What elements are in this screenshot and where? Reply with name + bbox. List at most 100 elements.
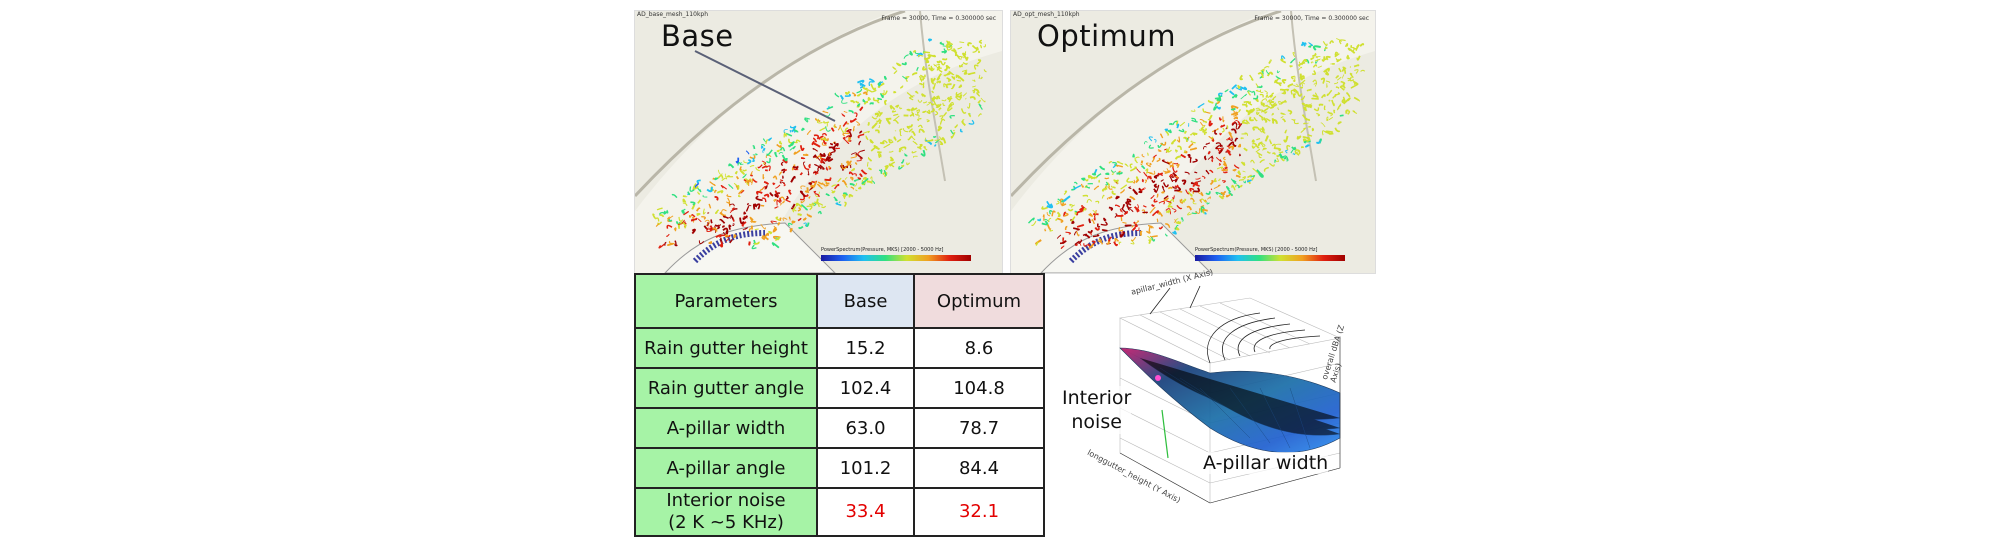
vortex-streak (1065, 231, 1072, 235)
vortex-streak (754, 241, 760, 245)
table-row-noise: Interior noise (2 K ~5 KHz) 33.4 32.1 (634, 487, 1045, 537)
vortex-streak (755, 195, 763, 202)
vortex-streak (1169, 164, 1175, 168)
table-header-row: Parameters Base Optimum (634, 273, 1045, 329)
vortex-streak (835, 202, 842, 206)
vortex-streak (1284, 129, 1288, 134)
vortex-streak (912, 155, 918, 158)
vortex-streak (859, 149, 866, 153)
vortex-streak (899, 106, 903, 110)
vortex-streak (788, 141, 795, 148)
vortex-streak (849, 100, 856, 104)
vortex-streak (1177, 145, 1182, 150)
vortex-streak (755, 203, 761, 210)
vortex-streak (936, 80, 941, 84)
vortex-streak (1256, 126, 1263, 133)
vortex-streak (777, 200, 782, 204)
vortex-streak (976, 92, 981, 97)
vortex-streak (1214, 102, 1217, 107)
vortex-streak (1055, 218, 1059, 222)
vortex-streak (717, 174, 724, 179)
vortex-streak (1235, 94, 1238, 98)
vortex-streak (745, 150, 750, 155)
vortex-streak (750, 220, 753, 224)
vortex-streak (776, 199, 779, 206)
vortex-streak (1171, 138, 1177, 145)
vortex-streak (1307, 125, 1311, 128)
vortex-streak (1299, 86, 1304, 89)
vortex-streak (1056, 234, 1062, 239)
vortex-streak (830, 142, 834, 146)
vortex-streak (848, 131, 852, 138)
vortex-streak (1163, 195, 1169, 200)
vortex-streak (818, 135, 824, 140)
vortex-streak (954, 124, 958, 129)
vortex-streak (752, 153, 758, 156)
colorbar (821, 255, 971, 261)
vortex-streak (1091, 172, 1097, 176)
vortex-streak (1094, 226, 1101, 231)
vortex-streak (843, 201, 847, 207)
vortex-streak (1042, 214, 1045, 221)
vortex-streak (708, 225, 713, 231)
vortex-streak (808, 163, 812, 169)
vortex-streak (833, 141, 839, 145)
vortex-streak (1283, 135, 1289, 143)
vortex-streak (1241, 119, 1248, 125)
vortex-streak (1099, 165, 1105, 171)
vortex-streak (725, 197, 731, 204)
vortex-streak (1232, 168, 1237, 172)
vortex-streak (1153, 174, 1159, 179)
vortex-streak (691, 228, 696, 235)
vortex-streak (1237, 109, 1242, 113)
vortex-streak (1256, 169, 1264, 177)
vortex-streak (1202, 108, 1207, 113)
vortex-streak (921, 65, 927, 71)
vortex-streak (1230, 107, 1236, 111)
vortex-streak (746, 159, 752, 165)
vortex-streak (783, 133, 787, 138)
vortex-streak (821, 132, 828, 136)
vortex-streak (1114, 204, 1121, 208)
param-name-noise: Interior noise (2 K ~5 KHz) (634, 487, 818, 537)
vortex-streak (1237, 143, 1242, 148)
vortex-streak (1268, 59, 1272, 65)
vortex-streak (1335, 86, 1340, 89)
vortex-streak (1149, 206, 1156, 214)
vortex-streak (842, 121, 848, 127)
vortex-streak (1243, 101, 1250, 105)
vortex-streak (1259, 142, 1264, 147)
vortex-streak (931, 96, 936, 102)
vortex-streak (1268, 162, 1275, 167)
vortex-streak (882, 171, 888, 178)
vortex-streak (1275, 75, 1281, 80)
vortex-streak (696, 212, 701, 217)
vortex-streak (958, 84, 963, 89)
vortex-streak (654, 217, 660, 222)
vortex-streak (842, 137, 846, 140)
vortex-streak (936, 60, 942, 64)
vortex-streak (743, 215, 748, 219)
vortex-streak (1202, 145, 1207, 150)
vortex-streak (846, 160, 852, 166)
vortex-streak (867, 156, 873, 162)
vortex-streak (1265, 105, 1270, 109)
vortex-streak (1172, 179, 1177, 182)
vortex-streak (782, 182, 786, 187)
vortex-streak (947, 77, 950, 83)
vortex-streak (743, 211, 747, 215)
vortex-streak (783, 128, 788, 134)
vortex-streak (1195, 177, 1201, 180)
vortex-streak (1355, 44, 1360, 51)
vortex-streak (1215, 105, 1221, 110)
vortex-streak (1167, 129, 1172, 134)
vortex-streak (696, 179, 701, 184)
vortex-streak (1265, 94, 1269, 98)
vortex-streak (1312, 79, 1318, 85)
vortex-streak (706, 222, 709, 227)
vortex-streak (1160, 133, 1164, 139)
vortex-streak (1086, 198, 1093, 204)
vortex-streak (1046, 212, 1051, 217)
vortex-streak (1277, 107, 1280, 111)
vortex-streak (812, 154, 817, 159)
